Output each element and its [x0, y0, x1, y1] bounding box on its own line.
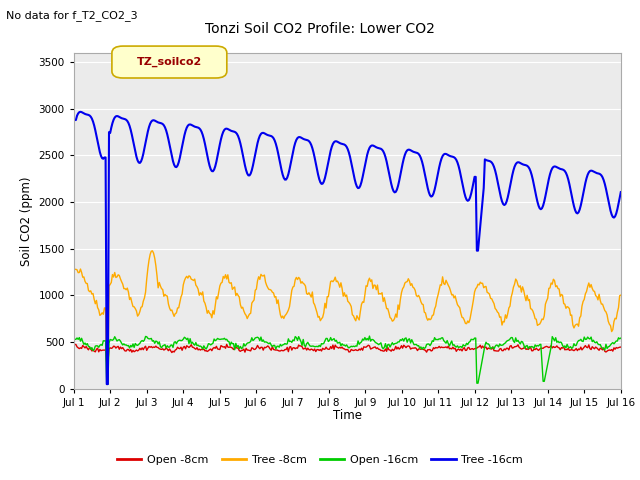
Tree -8cm	[474, 281, 482, 287]
Open -16cm	[70, 336, 77, 342]
FancyBboxPatch shape	[112, 46, 227, 78]
Open -16cm	[404, 336, 412, 342]
Line: Tree -8cm: Tree -8cm	[74, 251, 621, 384]
Text: Tonzi Soil CO2 Profile: Lower CO2: Tonzi Soil CO2 Profile: Lower CO2	[205, 22, 435, 36]
Open -16cm	[474, 380, 482, 386]
Open -8cm	[223, 341, 230, 347]
Open -8cm	[404, 343, 412, 349]
Tree -8cm	[303, 291, 310, 297]
Open -16cm	[569, 345, 577, 350]
Tree -16cm	[77, 109, 84, 115]
Open -16cm	[365, 333, 373, 339]
Open -16cm	[378, 344, 386, 350]
Tree -8cm	[70, 266, 77, 272]
Tree -8cm	[617, 292, 625, 298]
Tree -16cm	[474, 248, 482, 253]
Tree -16cm	[103, 381, 111, 387]
Line: Tree -16cm: Tree -16cm	[74, 112, 621, 384]
Open -8cm	[474, 344, 482, 350]
Open -16cm	[301, 344, 309, 349]
Tree -16cm	[569, 198, 577, 204]
Text: TZ_soilco2: TZ_soilco2	[137, 57, 202, 67]
X-axis label: Time: Time	[333, 409, 362, 422]
Line: Open -16cm: Open -16cm	[74, 336, 621, 384]
Tree -8cm	[404, 276, 412, 282]
Open -16cm	[103, 381, 111, 387]
Open -8cm	[70, 342, 77, 348]
Open -8cm	[103, 360, 111, 366]
Open -8cm	[303, 347, 310, 353]
Line: Open -8cm: Open -8cm	[74, 344, 621, 363]
Tree -8cm	[103, 381, 111, 387]
Open -16cm	[617, 335, 625, 341]
Tree -16cm	[70, 117, 77, 123]
Tree -16cm	[404, 147, 412, 153]
Tree -8cm	[378, 290, 386, 296]
Open -8cm	[617, 344, 625, 350]
Open -16cm	[241, 343, 249, 349]
Tree -16cm	[617, 189, 625, 195]
Y-axis label: Soil CO2 (ppm): Soil CO2 (ppm)	[20, 176, 33, 265]
Open -8cm	[569, 347, 577, 353]
Tree -8cm	[243, 312, 250, 318]
Text: No data for f_T2_CO2_3: No data for f_T2_CO2_3	[6, 10, 138, 21]
Tree -16cm	[303, 137, 310, 143]
Tree -8cm	[569, 322, 577, 328]
Legend: Open -8cm, Tree -8cm, Open -16cm, Tree -16cm: Open -8cm, Tree -8cm, Open -16cm, Tree -…	[113, 451, 527, 469]
Tree -16cm	[243, 167, 250, 173]
Tree -16cm	[378, 147, 386, 153]
Tree -8cm	[148, 248, 156, 254]
Open -8cm	[243, 346, 250, 351]
Open -8cm	[378, 348, 386, 353]
